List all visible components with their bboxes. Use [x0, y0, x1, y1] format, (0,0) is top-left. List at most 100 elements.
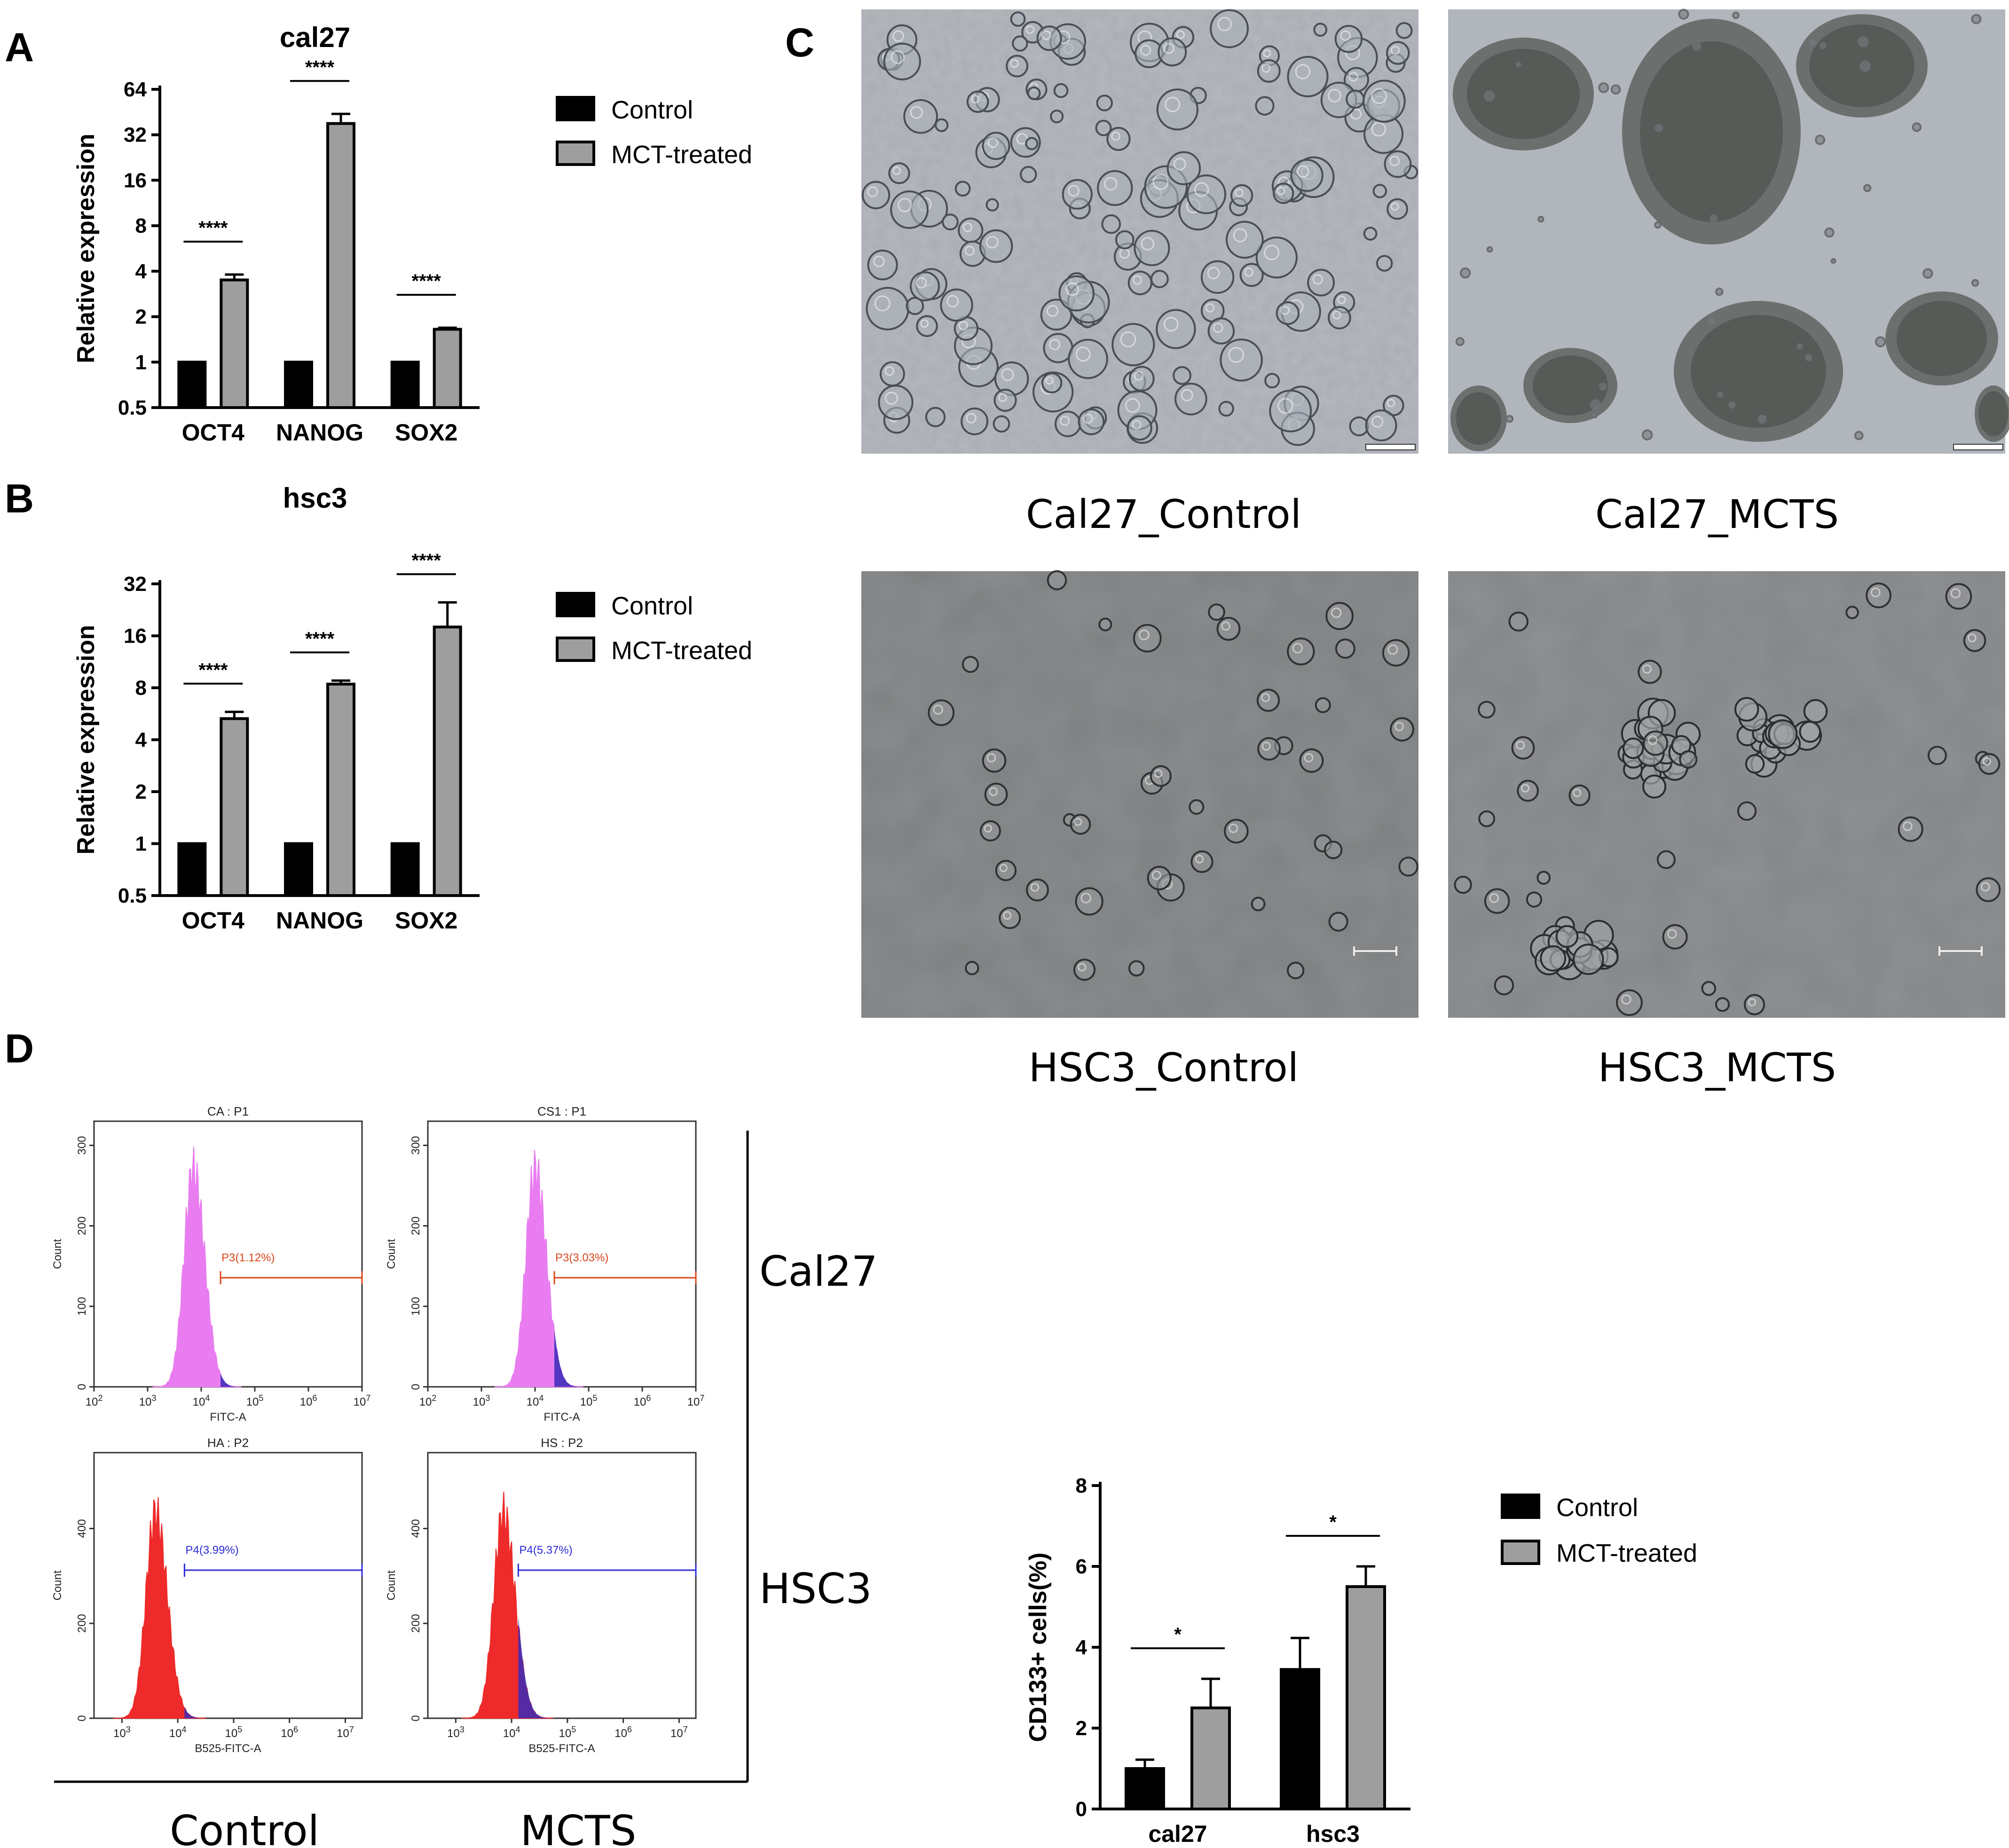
cell [1824, 227, 1835, 238]
cell-highlight [1642, 664, 1652, 674]
flow-x-tick-label: 104 [527, 1393, 544, 1408]
y-tick-label: 8 [1076, 1474, 1087, 1497]
cell-highlight [1982, 757, 1991, 766]
cell-highlight [1165, 96, 1181, 112]
cell-highlight [1647, 735, 1658, 745]
significance-marker: **** [198, 218, 228, 238]
flow-x-tick-label: 106 [300, 1393, 317, 1408]
cell [942, 213, 959, 231]
cell-highlight [1516, 740, 1525, 750]
cell [925, 407, 946, 427]
flow-plot-title: HA : P2 [207, 1436, 249, 1450]
panel-letter-b: B [5, 476, 34, 521]
cell [1095, 119, 1112, 136]
cell-highlight [1340, 30, 1351, 41]
y-tick-label: 32 [124, 124, 147, 147]
panel-letter-d: D [5, 1026, 34, 1071]
bar-control [284, 842, 313, 897]
y-tick-label: 2 [1076, 1717, 1087, 1740]
y-tick-label: 6 [1076, 1555, 1087, 1578]
flow-plot-title: HS : P2 [541, 1436, 583, 1450]
bar-treated [433, 625, 462, 897]
cell [1526, 891, 1543, 908]
y-tick-label: 64 [124, 78, 147, 101]
x-tick-label: NANOG [276, 907, 363, 934]
cell [1286, 961, 1305, 979]
flow-gate-label: P4(5.37%) [519, 1544, 572, 1557]
legend-label-control: Control [611, 592, 693, 620]
cell-highlight [873, 255, 885, 267]
cell [1679, 750, 1698, 769]
legend-b: Control MCT-treated [556, 592, 752, 665]
cell [1515, 62, 1521, 68]
cell-highlight [1080, 893, 1092, 904]
flow-histogram-tail [221, 1373, 236, 1387]
cell [1508, 611, 1528, 632]
flow-y-tick-label: 300 [76, 1136, 88, 1155]
cell [1654, 124, 1663, 133]
cell [1115, 230, 1134, 250]
cell [1706, 315, 1717, 327]
cell [1859, 60, 1871, 72]
cell [906, 297, 924, 315]
flow-col-label-control: Control [170, 1807, 319, 1848]
cell [1455, 337, 1465, 346]
cell [1701, 981, 1717, 996]
cell [1799, 721, 1821, 743]
cell-cluster-core [1640, 41, 1783, 222]
cell [1335, 638, 1355, 659]
flow-x-tick-label: 107 [337, 1725, 354, 1740]
cell-highlight [1141, 237, 1155, 251]
cell-highlight [971, 94, 980, 104]
flow-plot: CA : P1 0 100 200 300 Count 102 103 104 105 106 107… [51, 1104, 370, 1423]
cell-highlight [1280, 306, 1290, 315]
cell-highlight [1065, 282, 1079, 296]
cell [1313, 23, 1328, 37]
cell-highlight [999, 864, 1008, 873]
cell-highlight [1276, 187, 1285, 195]
cell-highlight [1870, 587, 1881, 598]
micrograph-cal27-control [861, 9, 1418, 454]
cell [1599, 382, 1607, 391]
cell-highlight [1387, 644, 1398, 655]
cell [1363, 227, 1378, 241]
cell [1927, 746, 1947, 765]
bar-treated [326, 122, 355, 409]
cell-highlight [1371, 88, 1387, 104]
cell [965, 961, 979, 975]
cell [1734, 697, 1759, 722]
flow-x-tick-label: 107 [354, 1393, 371, 1408]
flow-x-axis-label: FITC-A [544, 1411, 580, 1423]
cell-highlight [884, 366, 894, 376]
cell-highlight [1076, 346, 1091, 362]
flow-x-axis-label: B525-FITC-A [528, 1742, 595, 1755]
cell-highlight [1292, 643, 1303, 654]
cell-highlight [964, 245, 975, 256]
cell [1678, 8, 1689, 20]
cell-highlight [1327, 89, 1341, 102]
cell [1590, 399, 1601, 411]
cell [1395, 22, 1413, 39]
significance-marker: * [1174, 1624, 1182, 1645]
flow-y-tick-label: 0 [410, 1384, 422, 1390]
cell-highlight [933, 704, 943, 715]
significance-marker: **** [412, 271, 441, 291]
flow-x-tick-label: 102 [86, 1393, 103, 1408]
y-axis-label: Relative expression [72, 134, 100, 363]
cell [985, 198, 999, 212]
cell [1656, 850, 1676, 869]
bar-treated [220, 717, 249, 897]
cell-highlight [1228, 347, 1244, 363]
flow-y-tick-label: 100 [410, 1297, 422, 1316]
cell [1854, 431, 1864, 440]
cell [1047, 570, 1067, 590]
panel-letter-a: A [5, 25, 34, 70]
cell-cluster-core [1691, 315, 1826, 428]
cell-highlight [1521, 784, 1530, 793]
y-tick-label: 32 [124, 573, 147, 596]
cell-highlight [898, 198, 912, 212]
cell-highlight [1120, 331, 1136, 347]
y-tick-label: 4 [135, 260, 147, 283]
cell [1478, 810, 1496, 827]
cell-highlight [1390, 202, 1399, 211]
